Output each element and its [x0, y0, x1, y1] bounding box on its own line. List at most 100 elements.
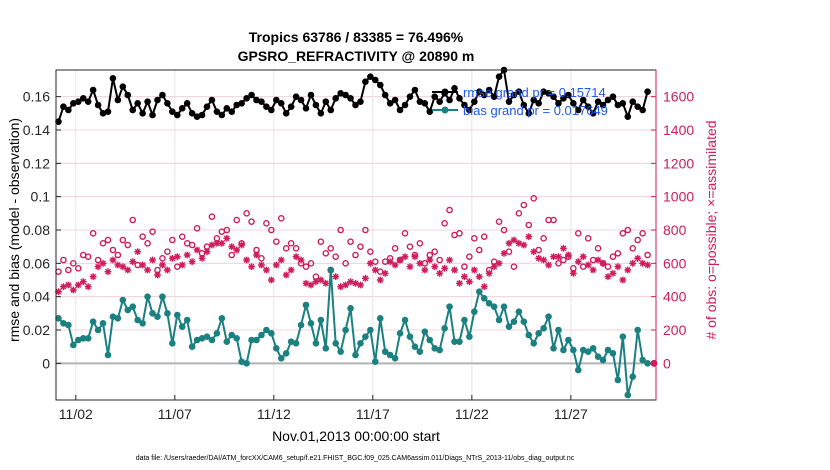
- bias-point: [277, 355, 285, 362]
- bias-point: [253, 336, 260, 344]
- possible-obs-point: [159, 255, 166, 262]
- assimilated-obs-point: [74, 281, 82, 289]
- bias-point: [560, 346, 567, 354]
- bias-point: [347, 305, 354, 312]
- bias-point: [416, 348, 424, 355]
- rmse-point: [396, 106, 404, 114]
- bias-point: [431, 345, 439, 352]
- assimilated-obs-point: [213, 239, 221, 247]
- assimilated-obs-point: [574, 258, 582, 266]
- assimilated-obs-point: [238, 241, 246, 249]
- rmse-point: [367, 73, 374, 80]
- rmse-point: [466, 106, 473, 114]
- bias-point: [307, 320, 315, 327]
- bias-point: [233, 335, 240, 342]
- possible-obs-point: [104, 236, 112, 244]
- rmse-point: [535, 100, 542, 107]
- x-tick-label: 11/02: [59, 406, 93, 422]
- assimilated-obs-point: [228, 243, 236, 251]
- assimilated-obs-point: [114, 261, 122, 269]
- possible-obs-point: [342, 260, 349, 267]
- rmse-point: [584, 103, 592, 110]
- rmse-point: [228, 108, 236, 115]
- possible-obs-point: [520, 201, 528, 209]
- rmse-point: [446, 96, 453, 104]
- bias-point: [282, 350, 290, 357]
- bias-point: [629, 373, 637, 380]
- rmse-point: [65, 106, 72, 114]
- assimilated-obs-point: [183, 251, 191, 259]
- bias-point: [466, 333, 473, 340]
- x-tick-label: 11/07: [158, 406, 192, 422]
- possible-obs-point: [263, 220, 270, 227]
- assimilated-obs-point: [441, 264, 449, 272]
- assimilated-obs-point: [84, 283, 92, 291]
- assimilated-obs-point: [535, 254, 543, 262]
- y-left-tick-label: 0.08: [23, 222, 50, 238]
- assimilated-obs-point: [322, 279, 330, 287]
- rmse-point: [376, 81, 384, 89]
- rmse-point: [149, 111, 156, 119]
- possible-obs-point: [119, 236, 127, 244]
- possible-obs-point: [624, 226, 632, 234]
- rmse-point: [119, 83, 127, 90]
- legend-rmse-marker: [441, 88, 449, 96]
- rmse-point: [277, 100, 285, 107]
- rmse-point: [159, 91, 166, 99]
- possible-obs-point: [109, 246, 117, 254]
- rmse-point: [317, 110, 325, 117]
- assimilated-obs-point: [188, 258, 196, 266]
- rmse-point: [352, 101, 359, 109]
- bias-point: [302, 301, 310, 309]
- assimilated-obs-point: [307, 281, 315, 289]
- bias-point: [332, 340, 340, 347]
- assimilated-obs-point: [208, 241, 216, 249]
- rmse-point: [178, 105, 186, 112]
- bias-point: [446, 303, 453, 310]
- rmse-point: [60, 103, 67, 110]
- x-axis-label: Nov.01,2013 00:00:00 start: [272, 428, 440, 444]
- bias-point: [550, 345, 557, 352]
- rmse-point: [634, 103, 641, 110]
- bias-point: [624, 391, 632, 399]
- assimilated-obs-point: [624, 266, 632, 274]
- rmse-point: [307, 91, 315, 99]
- bias-point: [490, 303, 498, 310]
- rmse-point: [302, 105, 310, 112]
- assimilated-obs-point: [178, 261, 186, 269]
- rmse-point: [208, 96, 216, 104]
- bias-point: [570, 346, 577, 354]
- rmse-point: [198, 111, 206, 119]
- rmse-point: [421, 100, 429, 107]
- rmse-point: [268, 106, 275, 114]
- rmse-point: [342, 91, 349, 99]
- rmse-point: [144, 98, 151, 105]
- possible-obs-point: [357, 243, 364, 250]
- bias-point: [510, 318, 518, 325]
- assimilated-obs-point: [490, 263, 498, 271]
- possible-obs-point: [317, 238, 325, 245]
- possible-obs-point: [322, 250, 330, 257]
- rmse-point: [431, 93, 439, 100]
- y-left-tick-label: 0.12: [23, 155, 50, 171]
- possible-obs-point: [70, 260, 77, 267]
- possible-obs-point: [510, 263, 518, 270]
- bias-point: [322, 345, 330, 352]
- bias-point: [406, 333, 414, 340]
- assimilated-obs-point: [609, 269, 617, 277]
- bias-point: [84, 335, 92, 342]
- possible-obs-point: [282, 245, 290, 252]
- possible-obs-point: [60, 256, 67, 264]
- possible-obs-point: [99, 240, 107, 247]
- rmse-point: [480, 91, 488, 99]
- bias-point: [327, 266, 335, 274]
- possible-obs-point: [466, 253, 473, 260]
- bias-point: [114, 315, 122, 322]
- assimilated-obs-point: [510, 236, 518, 244]
- bias-point: [555, 326, 562, 334]
- possible-obs-point: [495, 218, 503, 225]
- rmse-point: [292, 93, 300, 100]
- possible-obs-point: [446, 206, 453, 214]
- bias-point: [396, 330, 404, 337]
- bias-point: [213, 330, 221, 337]
